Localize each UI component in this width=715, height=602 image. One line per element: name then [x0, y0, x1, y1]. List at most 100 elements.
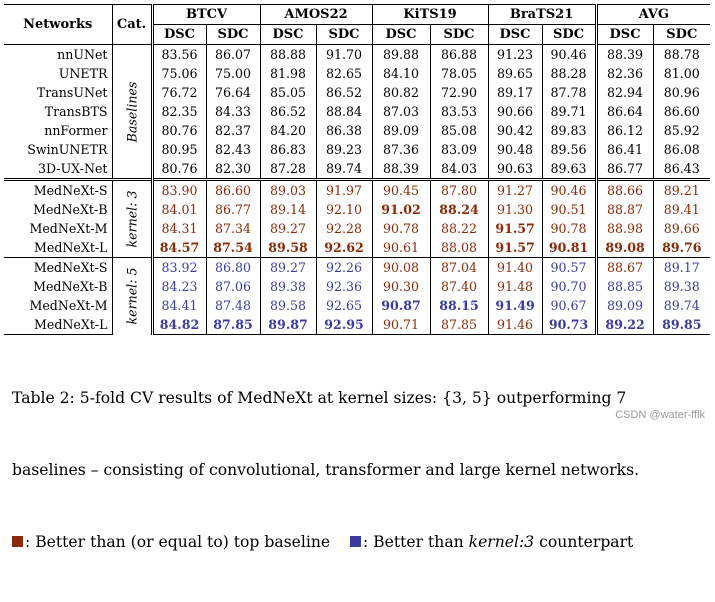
score-cell: 82.37 — [205, 121, 261, 140]
score-cell: 89.27 — [259, 219, 317, 238]
metric-header: SDC — [541, 24, 597, 45]
score-cell: 90.42 — [487, 121, 543, 140]
legend-blue-tail: counterpart — [534, 533, 634, 551]
score-cell: 89.83 — [541, 121, 597, 140]
model-name: TransBTS — [44, 104, 108, 119]
score-cell: 89.71 — [541, 102, 597, 121]
score-cell: 88.78 — [652, 44, 711, 64]
score-cell: 90.66 — [487, 102, 543, 121]
score-cell: 90.45 — [371, 178, 431, 200]
group-header-amos22: AMOS22 — [259, 4, 373, 25]
score-cell: 86.64 — [594, 102, 654, 121]
score-cell: 78.05 — [429, 64, 489, 83]
score-cell: 89.09 — [594, 296, 654, 315]
score-cell: 88.67 — [594, 257, 654, 277]
score-cell: 91.23 — [487, 44, 543, 64]
score-cell: 90.73 — [541, 315, 597, 335]
score-cell: 82.30 — [205, 159, 261, 180]
model-name: MedNeXt-M — [29, 298, 108, 313]
score-cell: 88.98 — [594, 219, 654, 238]
score-cell: 89.09 — [371, 121, 431, 140]
score-cell: 81.98 — [259, 64, 317, 83]
score-cell: 90.67 — [541, 296, 597, 315]
score-cell: 90.71 — [371, 315, 431, 335]
score-cell: 82.94 — [594, 83, 654, 102]
header-row-groups: Networks Cat. BTCV AMOS22 KiTS19 BraTS21… — [4, 4, 711, 45]
score-cell: 90.30 — [371, 277, 431, 296]
score-cell: 90.81 — [541, 238, 597, 258]
table-row: MedNeXt-L 84.82 87.85 89.87 92.95 90.71 87.85 9… — [4, 315, 711, 335]
legend-blue-kernel: kernel:3 — [468, 533, 535, 551]
score-cell: 87.06 — [205, 277, 261, 296]
category-label: kernel: 5 — [111, 257, 152, 335]
score-cell: 86.43 — [652, 159, 711, 180]
metric-header: DSC — [594, 24, 654, 45]
table-row: MedNeXt-M 84.31 87.34 89.27 92.28 90.78 88.22 9… — [4, 219, 711, 238]
blue-legend-swatch — [349, 536, 361, 547]
score-cell: 80.96 — [652, 83, 711, 102]
score-cell: 87.34 — [205, 219, 261, 238]
score-cell: 91.40 — [487, 257, 543, 277]
score-cell: 76.72 — [150, 83, 206, 102]
score-cell: 89.74 — [315, 159, 373, 180]
score-cell: 84.57 — [150, 238, 206, 258]
score-cell: 86.07 — [205, 44, 261, 64]
score-cell: 89.74 — [652, 296, 711, 315]
score-cell: 89.03 — [259, 178, 317, 200]
table-row: MedNeXt-M 84.41 87.48 89.58 92.65 90.87 88.15 9… — [4, 296, 711, 315]
score-cell: 89.21 — [652, 178, 711, 200]
score-cell: 88.87 — [594, 200, 654, 219]
score-cell: 89.58 — [259, 238, 317, 258]
score-cell: 84.41 — [150, 296, 206, 315]
group-header-btcv: BTCV — [150, 4, 261, 25]
score-cell: 90.78 — [541, 219, 597, 238]
score-cell: 89.58 — [259, 296, 317, 315]
category-label-text: kernel: 5 — [124, 267, 139, 325]
score-cell: 91.57 — [487, 238, 543, 258]
score-cell: 86.88 — [429, 44, 489, 64]
metric-header: DSC — [487, 24, 543, 45]
score-cell: 87.54 — [205, 238, 261, 258]
score-cell: 89.22 — [594, 315, 654, 335]
metric-header: SDC — [205, 24, 261, 45]
table-row: 3D-UX-Net 80.76 82.30 87.28 89.74 88.39 84.03 9… — [4, 159, 711, 180]
score-cell: 84.31 — [150, 219, 206, 238]
score-cell: 87.28 — [259, 159, 317, 180]
score-cell: 84.82 — [150, 315, 206, 335]
table-row: nnUNet Baselines 83.56 86.07 88.88 91.70 89.88… — [4, 44, 711, 180]
model-name: MedNeXt-B — [33, 202, 108, 217]
results-table: Networks Cat. BTCV AMOS22 KiTS19 BraTS21… — [4, 4, 711, 335]
brown-legend-swatch — [12, 536, 23, 547]
table-row: TransUNet 76.72 76.64 85.05 86.52 80.82 72.90 8… — [4, 83, 711, 102]
score-cell: 91.97 — [315, 178, 373, 200]
score-cell: 86.12 — [594, 121, 654, 140]
results-body: nnUNet Baselines 83.56 86.07 88.88 91.70 89.88… — [4, 44, 711, 335]
score-cell: 91.46 — [487, 315, 543, 335]
score-cell: 80.76 — [150, 159, 206, 180]
table-row: MedNeXt-L 84.57 87.54 89.58 92.62 90.61 88.08 9… — [4, 238, 711, 258]
score-cell: 89.08 — [594, 238, 654, 258]
score-cell: 87.85 — [429, 315, 489, 335]
score-cell: 86.41 — [594, 140, 654, 159]
table-row: MedNeXt-B 84.23 87.06 89.38 92.36 90.30 87.40 9… — [4, 277, 711, 296]
score-cell: 86.77 — [205, 200, 261, 219]
category-label-text: Baselines — [124, 81, 139, 142]
model-name: MedNeXt-L — [33, 240, 108, 255]
score-cell: 82.35 — [150, 102, 206, 121]
score-cell: 92.36 — [315, 277, 373, 296]
metric-header: DSC — [371, 24, 431, 45]
score-cell: 88.66 — [594, 178, 654, 200]
score-cell: 80.82 — [371, 83, 431, 102]
score-cell: 87.36 — [371, 140, 431, 159]
score-cell: 91.30 — [487, 200, 543, 219]
score-cell: 86.83 — [259, 140, 317, 159]
score-cell: 86.08 — [652, 140, 711, 159]
table-row: MedNeXt-S kernel: 5 83.92 86.80 89.27 92.26 90… — [4, 257, 711, 335]
score-cell: 85.08 — [429, 121, 489, 140]
score-cell: 72.90 — [429, 83, 489, 102]
score-cell: 90.87 — [371, 296, 431, 315]
score-cell: 89.85 — [652, 315, 711, 335]
model-name: 3D-UX-Net — [37, 161, 108, 176]
table-caption: Table 2: 5-fold CV results of MedNeXt at… — [12, 338, 712, 602]
model-name: MedNeXt-S — [4, 178, 112, 200]
